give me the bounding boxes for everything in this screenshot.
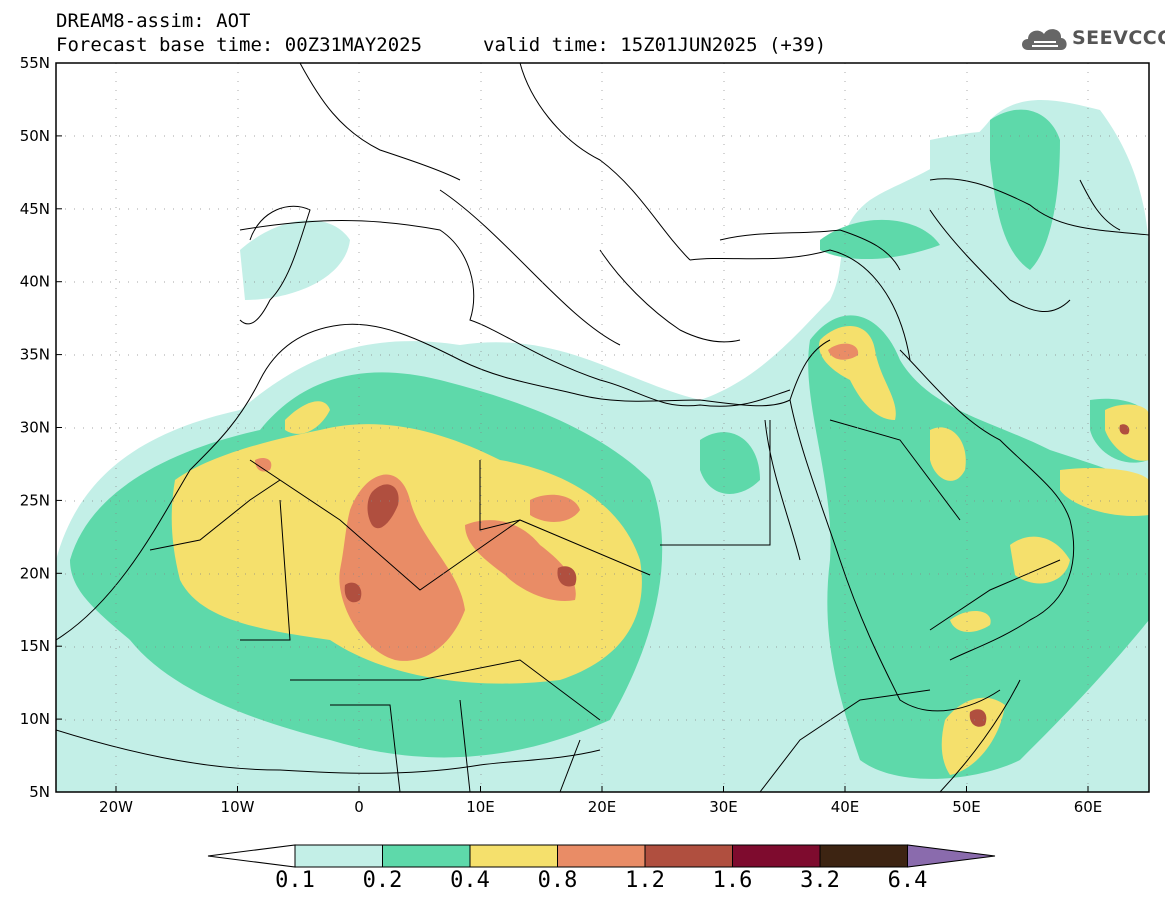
colorbar-segment [644,844,733,868]
lon-label: 10W [221,798,255,816]
lat-label: 55N [20,54,50,72]
colorbar-segment [294,844,383,868]
lat-label: 35N [20,346,50,364]
colorbar-segment [382,844,471,868]
lon-label: 40E [831,798,860,816]
colorbar-tick-label: 0.1 [275,868,315,893]
colorbar-tick-label: 1.2 [625,868,665,893]
colorbar-segment [557,844,646,868]
colorbar-segment [732,844,821,868]
aot-level-1.2 [344,424,1130,727]
logo-text: SEEVCCC [1072,27,1165,49]
lat-label: 50N [20,127,50,145]
map-title: DREAM8-assim: AOT [56,10,251,32]
colorbar-tick-label: 0.4 [450,868,490,893]
colorbar-max-arrow [907,844,996,868]
colorbar-tick-label: 6.4 [887,868,928,893]
latitude-labels: 55N 50N 45N 40N 35N 30N 25N 20N 15N 10N 5N [20,54,62,801]
forecast-base-time: Forecast base time: 00Z31MAY2025 [56,34,423,56]
lon-label: 20W [99,798,133,816]
colorbar-tick-label: 0.2 [362,868,403,893]
longitude-labels: 20W 10W 0 10E 20E 30E 40E 50E 60E [99,786,1102,816]
lon-label: 20E [588,798,617,816]
cloud-icon [1022,29,1067,50]
colorbar-tick-label: 0.8 [537,868,578,893]
lon-label: 0 [354,798,364,816]
colorbar-tick-label: 3.2 [800,868,840,893]
colorbar-tick-label: 1.6 [712,868,753,893]
lat-label: 15N [20,637,50,655]
country-borders [149,63,1149,792]
colorbar-segment [469,844,558,868]
lat-label: 40N [20,273,50,291]
lon-label: 30E [709,798,738,816]
coastlines [56,63,1121,792]
colorbar-segment [819,844,908,868]
lon-label: 50E [952,798,981,816]
lon-label: 60E [1074,798,1103,816]
lat-label: 30N [20,419,50,437]
colorbar-min-arrow [207,844,296,868]
lat-label: 20N [20,564,50,582]
seevccc-logo: SEEVCCC [1018,22,1165,54]
lat-label: 10N [20,710,50,728]
lat-label: 5N [29,783,50,801]
lat-label: 25N [20,491,50,509]
valid-time: valid time: 15Z01JUN2025 (+39) [483,34,827,56]
lat-label: 45N [20,200,50,218]
lon-label: 10E [466,798,495,816]
